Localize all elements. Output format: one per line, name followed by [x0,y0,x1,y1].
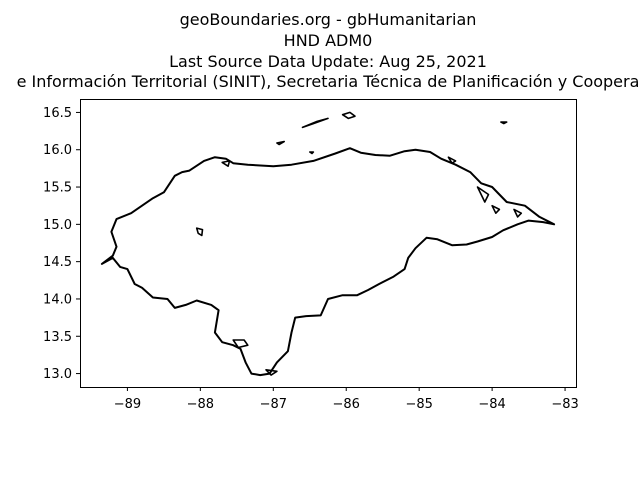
island-outline-8 [265,369,278,376]
island-outline-5 [500,121,508,125]
y-tick-label: 16.5 [43,106,72,121]
y-axis: 13.0 13.5 14.0 14.5 15.0 15.5 16.0 16.5 [43,106,80,382]
island-outline-11 [491,204,501,214]
title-line-2: HND ADM0 [284,31,373,50]
x-tick-label: −88 [187,397,214,412]
y-tick-label: 15.0 [43,218,72,233]
y-tick-label: 15.5 [43,181,72,196]
island-outline-3 [276,140,285,146]
x-tick-label: −87 [260,397,287,412]
island-outline-4 [309,151,315,155]
island-outline-1 [301,117,329,129]
honduras-mainland-outline [100,147,556,377]
y-tick-label: 16.0 [43,143,72,158]
island-outline-9 [447,156,457,164]
y-tick-label: 14.0 [43,292,72,307]
island-outline-12 [513,208,523,218]
x-tick-label: −83 [551,397,578,412]
title-line-4: e Información Territorial (SINIT), Secre… [17,72,640,91]
title-line-1: geoBoundaries.org - gbHumanitarian [180,10,477,29]
y-tick-label: 14.5 [43,255,72,270]
title-line-3: Last Source Data Update: Aug 25, 2021 [169,52,487,71]
plot-area [100,111,556,377]
x-tick-label: −84 [478,397,505,412]
x-axis: −89 −88 −87 −86 −85 −84 −83 [114,387,579,412]
y-tick-label: 13.5 [43,330,72,345]
island-outline-10 [476,186,490,203]
x-tick-label: −89 [114,397,141,412]
x-tick-label: −86 [333,397,360,412]
y-tick-label: 13.0 [43,367,72,382]
island-outline-6 [232,339,249,349]
island-outline-7 [195,227,204,237]
island-outline-2 [341,111,356,120]
axes-frame [80,99,577,388]
x-tick-label: −85 [405,397,432,412]
island-outline-13 [221,160,231,167]
